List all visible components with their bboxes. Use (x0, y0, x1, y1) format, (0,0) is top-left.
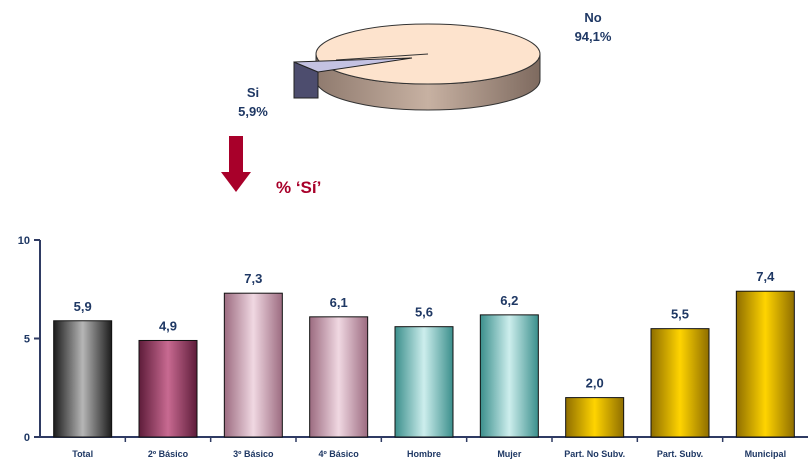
bar-value-label: 5,9 (74, 299, 92, 314)
arrow-caption: % ‘Sí’ (276, 178, 321, 197)
pie-value-no: 94,1% (575, 29, 612, 44)
x-category-label: Mujer (497, 449, 522, 459)
bar-value-label: 7,3 (244, 271, 262, 286)
down-arrow-icon (221, 136, 251, 192)
pie-divider (335, 53, 429, 61)
bar-8 (735, 290, 795, 438)
pie-chart: No 94,1% Si 5,9% (238, 10, 612, 119)
x-category-label: Municipal (745, 449, 787, 459)
bar-6 (565, 397, 625, 438)
x-category-label: 2º Básico (148, 449, 189, 459)
bar-4 (394, 326, 454, 438)
bar-0 (53, 320, 113, 438)
bar-chart: 0 5 10 5,9 Total 4,9 2º Básico 7,3 3º Básico 6,1… (18, 235, 808, 459)
bar-value-label: 4,9 (159, 318, 177, 333)
bar-value-label: 5,6 (415, 305, 433, 320)
x-category-label: Part. Subv. (657, 449, 703, 459)
y-tick-label: 10 (18, 235, 30, 247)
y-tick-label: 0 (24, 432, 30, 444)
x-category-label: Part. No Subv. (564, 449, 625, 459)
bar-1 (138, 339, 198, 438)
bar-7 (650, 328, 710, 438)
pie-label-si: Si (247, 85, 259, 100)
bar-5 (479, 314, 539, 438)
bar-value-label: 7,4 (756, 269, 775, 284)
x-category-label: Total (72, 449, 93, 459)
x-category-label: Hombre (407, 449, 441, 459)
bar-value-label: 5,5 (671, 307, 689, 322)
bar-3 (309, 316, 369, 438)
pie-label-no: No (584, 10, 601, 25)
y-tick-label: 5 (24, 334, 30, 346)
pie-slice-si (293, 57, 413, 73)
x-category-label: 4º Básico (319, 449, 360, 459)
pie-value-si: 5,9% (238, 104, 268, 119)
bar-value-label: 6,2 (500, 293, 518, 308)
bar-2 (223, 292, 283, 438)
bar-value-label: 2,0 (586, 376, 604, 391)
bar-value-label: 6,1 (330, 295, 348, 310)
x-category-label: 3º Básico (233, 449, 274, 459)
